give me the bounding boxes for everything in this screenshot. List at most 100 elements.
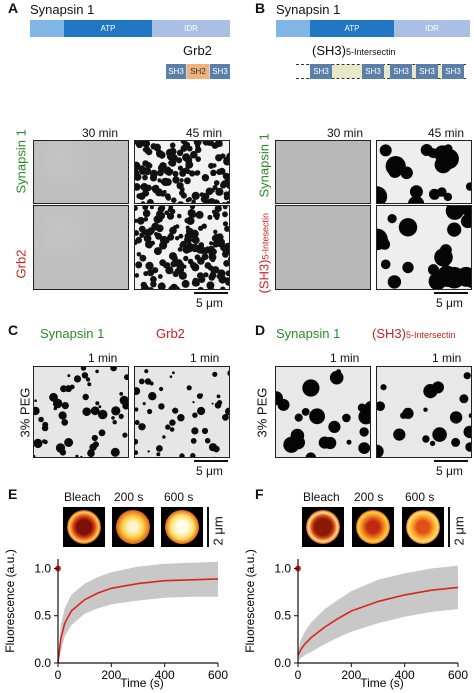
- droplet: [420, 144, 433, 156]
- droplet: [183, 141, 191, 149]
- droplet: [436, 265, 458, 287]
- panel-c-row-label: 3% PEG: [17, 387, 33, 438]
- droplet: [192, 277, 199, 285]
- droplet: [61, 402, 69, 410]
- scale-bar-b: [434, 292, 468, 294]
- panel-a-protein-title: Synapsin 1: [30, 2, 95, 17]
- droplet: [169, 427, 175, 432]
- droplet: [135, 230, 140, 236]
- droplet: [49, 392, 58, 402]
- droplet: [294, 413, 303, 422]
- droplet: [185, 227, 194, 235]
- droplet: [463, 425, 471, 439]
- droplets-a-grb2: [135, 206, 229, 289]
- series-line: [57, 578, 219, 664]
- droplet: [169, 142, 176, 149]
- droplet: [177, 266, 184, 273]
- droplet: [111, 416, 115, 420]
- y-tick-label: 0.5: [274, 609, 291, 623]
- droplet: [214, 206, 222, 213]
- droplet: [190, 243, 200, 253]
- droplet: [135, 273, 140, 278]
- droplet: [165, 169, 173, 176]
- droplet: [175, 236, 180, 241]
- droplet: [210, 272, 217, 279]
- droplet: [218, 167, 226, 175]
- droplet: [143, 234, 152, 243]
- droplet: [329, 370, 344, 385]
- panel-d-col-label-pre: (SH3): [372, 326, 406, 341]
- idr-domain: IDR: [152, 20, 230, 37]
- droplet: [212, 233, 220, 241]
- droplet: [195, 146, 202, 153]
- droplet: [135, 183, 141, 191]
- droplet: [179, 178, 184, 183]
- droplet: [190, 453, 196, 457]
- droplets-c-grb2: [135, 369, 229, 457]
- droplet: [208, 162, 215, 169]
- panel-c-col-label-grb2: Grb2: [156, 326, 185, 341]
- droplet: [124, 374, 128, 381]
- droplet: [176, 182, 184, 190]
- droplet: [189, 170, 196, 177]
- droplet: [380, 259, 391, 270]
- droplet: [429, 440, 436, 447]
- droplet: [205, 187, 214, 196]
- droplet: [172, 176, 180, 184]
- droplet: [169, 419, 176, 426]
- droplet: [213, 229, 218, 234]
- droplet: [141, 284, 149, 289]
- droplet: [65, 385, 72, 393]
- panel-b-time-45: 45 min: [428, 126, 465, 140]
- droplet: [459, 394, 469, 404]
- x-tick-label: 400: [395, 668, 415, 682]
- droplet: [211, 266, 220, 274]
- droplet: [171, 286, 178, 289]
- droplet: [226, 152, 229, 161]
- x-tick-label: 200: [101, 668, 121, 682]
- droplet: [210, 169, 217, 176]
- droplet: [143, 217, 149, 222]
- droplet: [153, 247, 162, 256]
- droplet: [191, 191, 200, 200]
- droplet: [184, 177, 191, 185]
- droplet: [177, 201, 184, 203]
- droplet: [176, 149, 184, 156]
- droplet: [291, 435, 305, 450]
- droplet: [98, 429, 106, 437]
- intersectin-sh3-5: SH3: [442, 64, 464, 79]
- droplet: [359, 427, 369, 437]
- droplet: [385, 156, 406, 177]
- droplet: [166, 212, 175, 220]
- droplet: [198, 245, 204, 251]
- droplet: [225, 407, 229, 416]
- droplet: [216, 274, 222, 279]
- droplet: [166, 152, 175, 161]
- droplet: [165, 195, 172, 201]
- droplet: [213, 445, 220, 453]
- droplets-b-synapsin: [377, 144, 471, 203]
- droplet: [181, 279, 190, 288]
- droplet: [145, 184, 152, 191]
- y-tick-label: 1.0: [34, 561, 51, 575]
- droplet: [34, 399, 37, 402]
- droplet: [136, 252, 142, 257]
- droplet: [198, 276, 206, 283]
- droplet: [139, 232, 145, 238]
- droplet: [138, 225, 146, 233]
- droplet: [422, 435, 430, 443]
- panel-c-time-1: 1 min: [88, 351, 118, 365]
- droplet: [118, 413, 124, 419]
- panel-d-col-label-intersectin: (SH3)5-Intersectin: [372, 326, 455, 341]
- droplet: [222, 245, 229, 254]
- micrograph-a-synapsin-30min: [33, 140, 129, 204]
- scale-label-d: 5 μm: [436, 464, 463, 478]
- micrograph-a-grb2-30min: [33, 205, 129, 290]
- droplet: [135, 438, 139, 445]
- panel-a-row-label-synapsin: Synapsin 1: [13, 129, 29, 194]
- x-tick-label: 400: [155, 668, 175, 682]
- droplet: [227, 256, 229, 262]
- synapsin-n-terminal-domain: [30, 20, 64, 37]
- droplet: [150, 276, 157, 283]
- droplet: [216, 394, 221, 399]
